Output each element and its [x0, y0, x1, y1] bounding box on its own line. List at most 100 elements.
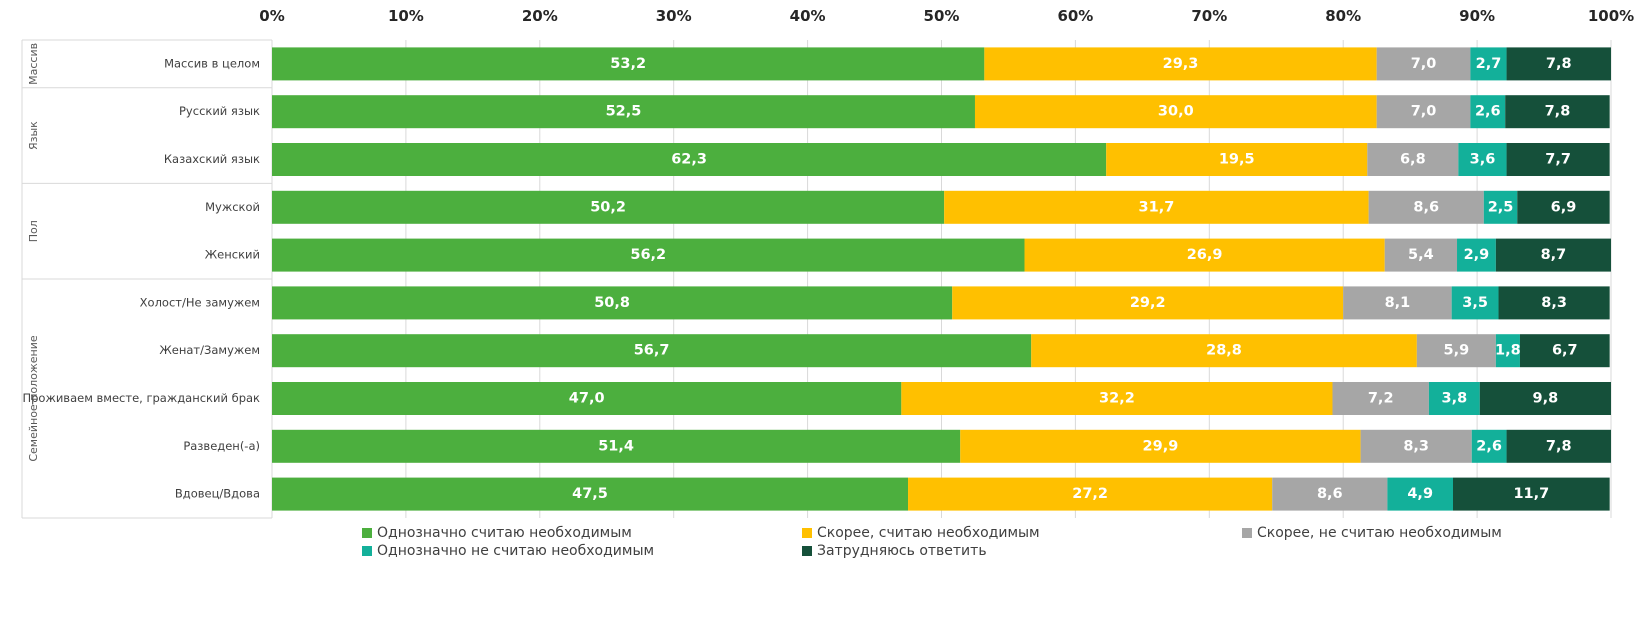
bar-segment [1506, 429, 1611, 463]
data-label: 27,2 [1072, 486, 1108, 502]
group-label: Семейное положение [27, 335, 40, 462]
legend-label: Однозначно не считаю необходимым [377, 543, 655, 559]
bar-segment [1517, 190, 1610, 224]
bar-segment [1470, 47, 1507, 81]
bar-segment [1505, 95, 1610, 129]
data-label: 9,8 [1533, 391, 1559, 407]
data-label: 6,9 [1551, 199, 1577, 215]
bar-segment [1376, 47, 1471, 81]
bar-segment [1031, 334, 1417, 368]
bar-segment [272, 143, 1107, 176]
data-label: 3,8 [1441, 391, 1467, 407]
bar-segment [1483, 190, 1518, 224]
bar-segment [1384, 238, 1458, 272]
legend-swatch [1242, 528, 1252, 538]
data-label: 2,6 [1475, 104, 1501, 120]
data-label: 62,3 [671, 152, 707, 168]
category-label: Русский язык [179, 104, 260, 118]
data-label: 29,3 [1163, 56, 1199, 72]
data-label: 2,7 [1476, 56, 1502, 72]
data-label: 8,1 [1385, 295, 1411, 311]
bar-segment [1332, 382, 1429, 415]
legend-item: Однозначно не считаю необходимым [362, 543, 802, 559]
data-label: 5,4 [1408, 247, 1434, 263]
legend-label: Скорее, не считаю необходимым [1257, 525, 1502, 541]
data-label: 8,3 [1403, 438, 1429, 454]
bar-segment [1368, 190, 1484, 224]
data-label: 2,5 [1488, 199, 1514, 215]
bar-segment [1452, 477, 1610, 511]
legend-swatch [802, 546, 812, 556]
bar-segment [1106, 143, 1368, 176]
data-label: 3,6 [1470, 152, 1496, 168]
category-label: Мужской [205, 200, 260, 214]
category-label: Казахский язык [164, 152, 260, 166]
data-label: 7,8 [1546, 56, 1572, 72]
data-label: 19,5 [1219, 152, 1255, 168]
data-label: 7,8 [1545, 104, 1571, 120]
bar-segment [1506, 47, 1611, 81]
data-label: 50,2 [590, 199, 626, 215]
data-label: 8,6 [1317, 486, 1343, 502]
data-label: 31,7 [1139, 199, 1175, 215]
legend-label: Скорее, считаю необходимым [817, 525, 1040, 541]
category-label: Массив в целом [164, 56, 260, 70]
data-label: 51,4 [598, 438, 634, 454]
data-label: 56,7 [634, 343, 670, 359]
category-label: Вдовец/Вдова [175, 487, 260, 501]
data-label: 53,2 [610, 56, 646, 72]
bar-segment [272, 334, 1032, 368]
bar-segment [272, 286, 953, 320]
data-label: 47,0 [569, 391, 605, 407]
legend-item: Однозначно считаю необходимым [362, 525, 802, 541]
data-label: 7,0 [1411, 104, 1437, 120]
data-label: 2,6 [1476, 438, 1502, 454]
x-tick-label: 20% [522, 7, 558, 25]
category-label: Холост/Не замужем [140, 295, 260, 309]
legend-label: Затрудняюсь ответить [817, 543, 987, 559]
x-tick-label: 70% [1191, 7, 1227, 25]
legend-swatch [802, 528, 812, 538]
data-label: 7,8 [1546, 438, 1572, 454]
bar-segment [1498, 286, 1610, 320]
group-label: Массив [27, 43, 40, 85]
x-tick-label: 80% [1325, 7, 1361, 25]
bar-segment [1272, 477, 1388, 511]
data-label: 32,2 [1099, 391, 1135, 407]
data-label: 3,5 [1462, 295, 1488, 311]
bar-segment [1519, 334, 1610, 368]
bar-segment [1495, 238, 1611, 272]
bar-segment [272, 238, 1025, 272]
data-label: 6,7 [1552, 343, 1578, 359]
data-label: 30,0 [1158, 104, 1194, 120]
x-tick-label: 90% [1459, 7, 1495, 25]
category-label: Разведен(-а) [183, 439, 260, 453]
data-label: 52,5 [606, 104, 642, 120]
bar-segment [944, 190, 1369, 224]
bar-segment [952, 286, 1344, 320]
data-label: 7,7 [1545, 152, 1571, 168]
data-label: 4,9 [1407, 486, 1433, 502]
bar-segment [272, 95, 975, 129]
data-label: 7,2 [1368, 391, 1394, 407]
group-label: Язык [27, 121, 40, 150]
bar-segment [1024, 238, 1385, 272]
legend-swatch [362, 528, 372, 538]
bar-segment [1360, 429, 1472, 463]
legend-label: Однозначно считаю необходимым [377, 525, 632, 541]
bar-segment [1506, 143, 1610, 176]
legend-item: Затрудняюсь ответить [802, 543, 1242, 559]
bar-segment [960, 429, 1361, 463]
group-label: Пол [27, 220, 40, 242]
bar-segment [1387, 477, 1453, 511]
legend-swatch [362, 546, 372, 556]
bar-segment [974, 95, 1377, 129]
x-tick-label: 0% [259, 7, 284, 25]
bar-segment [272, 477, 909, 511]
bar-segment [1458, 143, 1507, 176]
bar-segment [1416, 334, 1496, 368]
bar-segment [1367, 143, 1459, 176]
bar-segment [984, 47, 1377, 81]
bar-segment [1495, 334, 1520, 368]
